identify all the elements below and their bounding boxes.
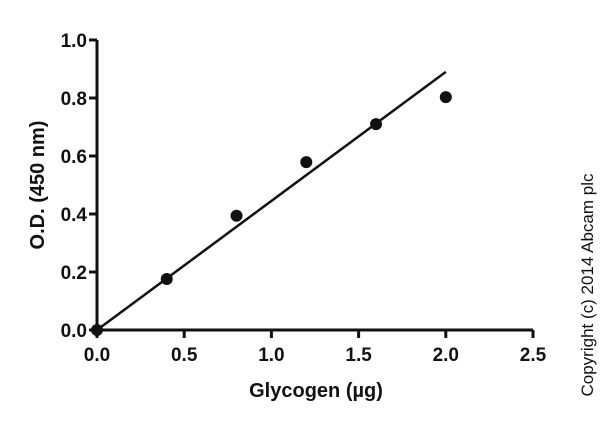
data-point: [300, 156, 313, 169]
y-axis-title: O.D. (450 nm): [27, 121, 49, 250]
data-point: [230, 209, 243, 222]
y-axis: 0.0 0.2 0.4 0.6 0.8 1.0: [61, 31, 99, 342]
x-tick-label: 2.0: [433, 345, 459, 366]
x-tick-label: 1.0: [258, 345, 284, 366]
data-point: [439, 91, 452, 104]
copyright-notice: Copyright (c) 2014 Abcam plc: [578, 173, 597, 396]
x-tick-label: 1.5: [345, 345, 372, 366]
data-point: [160, 272, 173, 285]
y-tick-label: 1.0: [61, 31, 87, 52]
y-tick-label: 0.2: [61, 263, 87, 284]
x-axis-title: Glycogen (µg): [249, 380, 383, 402]
fit-line: [96, 70, 447, 332]
x-tick-label: 0.5: [171, 345, 198, 366]
y-tick-label: 0.4: [61, 205, 88, 226]
data-point: [91, 324, 103, 336]
data-points: [91, 91, 452, 336]
x-tick-label: 2.5: [520, 345, 547, 366]
x-axis: 0.0 0.5 1.0 1.5 2.0 2.5: [84, 328, 547, 366]
y-tick-label: 0.0: [61, 321, 87, 342]
y-tick-label: 0.6: [61, 147, 87, 168]
y-tick-label: 0.8: [61, 89, 87, 110]
data-point: [370, 118, 383, 131]
x-tick-label: 0.0: [84, 345, 110, 366]
